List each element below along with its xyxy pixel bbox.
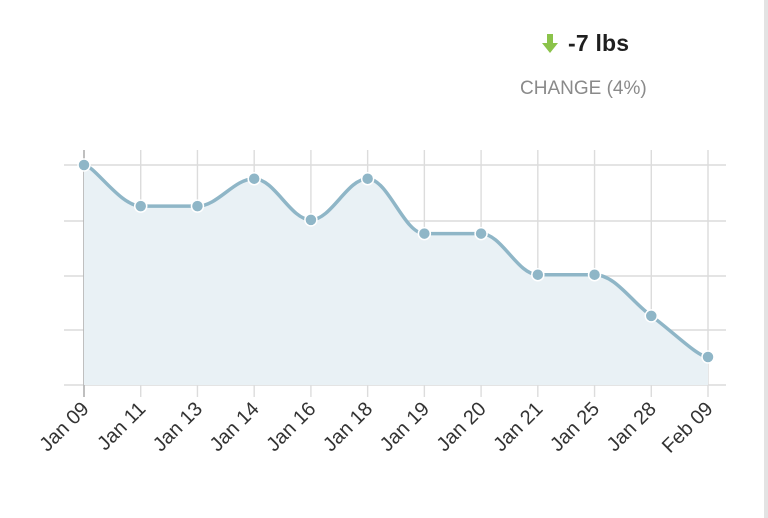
x-tick-label: Jan 20 bbox=[433, 398, 491, 456]
x-tick-label: Feb 09 bbox=[658, 398, 718, 458]
x-tick-label: Jan 14 bbox=[206, 398, 264, 456]
data-point bbox=[247, 171, 261, 186]
change-label: CHANGE (4%) bbox=[520, 78, 647, 99]
data-point bbox=[133, 199, 148, 213]
x-tick-label: Jan 25 bbox=[546, 398, 604, 456]
change-summary: -7 lbs CHANGE (4%) bbox=[500, 26, 700, 106]
arrow-down-icon bbox=[542, 33, 558, 53]
change-row: -7 lbs bbox=[540, 30, 629, 57]
x-tick-label: Jan 13 bbox=[149, 398, 207, 456]
data-point bbox=[77, 158, 91, 172]
area-fill bbox=[84, 165, 708, 385]
change-value: -7 lbs bbox=[568, 30, 630, 56]
x-tick-label: Jan 28 bbox=[603, 398, 661, 456]
x-tick-label: Jan 09 bbox=[36, 398, 94, 456]
x-tick-label: Jan 16 bbox=[262, 398, 320, 456]
data-point bbox=[417, 226, 432, 241]
panel-edge bbox=[764, 0, 768, 518]
data-point bbox=[644, 309, 659, 323]
data-point bbox=[304, 213, 318, 227]
x-tick-label: Jan 18 bbox=[319, 398, 377, 456]
data-point bbox=[587, 267, 602, 282]
data-point bbox=[360, 171, 375, 186]
data-points bbox=[77, 158, 715, 364]
data-point bbox=[701, 350, 715, 364]
x-tick-label: Jan 11 bbox=[93, 398, 150, 455]
data-point bbox=[531, 267, 545, 282]
x-tick-label: Jan 21 bbox=[489, 398, 547, 456]
data-point bbox=[474, 226, 488, 241]
x-tick-label: Jan 19 bbox=[376, 398, 434, 456]
data-point bbox=[190, 199, 205, 213]
